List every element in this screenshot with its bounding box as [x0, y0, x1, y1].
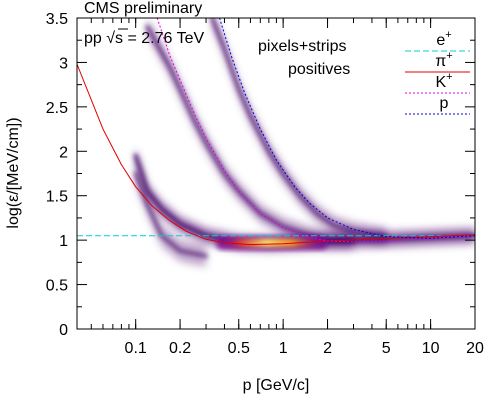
y-tick-label: 2.5 [46, 100, 68, 117]
y-tick-label: 1.5 [46, 189, 68, 206]
charge-annotation: positives [288, 61, 350, 78]
x-tick-label: 20 [466, 340, 484, 357]
energy-prefix: pp [84, 30, 106, 47]
density-core [219, 238, 324, 248]
y-tick-label: 3 [59, 55, 68, 72]
legend-label-K_plus: K+ [435, 71, 452, 91]
density-band-p [212, 18, 387, 246]
y-tick-label: 0 [59, 322, 68, 339]
curve-K_plus [156, 18, 475, 243]
chart-title: CMS preliminary [84, 0, 202, 17]
x-tick-label: 10 [422, 340, 440, 357]
x-axis-label: p [GeV/c] [243, 377, 310, 394]
energy-value: s = 2.76 TeV [115, 30, 204, 47]
y-tick-label: 2 [59, 144, 68, 161]
legend-label-e_plus: e+ [436, 29, 451, 49]
sqrt-symbol: √ [106, 30, 115, 47]
energy-annotation: pp √s = 2.76 TeV [84, 30, 204, 47]
bethe-bloch-curves [77, 18, 475, 246]
x-tick-label: 5 [382, 340, 391, 357]
x-tick-label: 0.5 [228, 340, 250, 357]
y-tick-label: 3.5 [46, 11, 68, 28]
detector-annotation: pixels+strips [258, 38, 346, 55]
legend-label-pi_plus: π+ [435, 50, 452, 70]
density-band-pi [135, 147, 475, 252]
x-tick-label: 0.2 [169, 340, 191, 357]
y-axis-label: log(ε/[MeV/cm]) [5, 117, 22, 228]
density-ridge-p [210, 18, 389, 239]
y-tick-label: 1 [59, 233, 68, 250]
curve-p [219, 18, 475, 239]
curve-pi_plus [77, 64, 475, 246]
legend: e+π+K+ p [405, 29, 470, 115]
axes: 0.1 0.2 0.5 1 2 5 10 20 0 0.5 1 1.5 2 2.5 3 3.5 [46, 11, 484, 357]
legend-label-p: p [440, 95, 449, 112]
x-tick-label: 2 [323, 340, 332, 357]
x-tick-label: 0.1 [125, 340, 147, 357]
y-tick-label: 0.5 [46, 278, 68, 295]
x-tick-label: 1 [279, 340, 288, 357]
